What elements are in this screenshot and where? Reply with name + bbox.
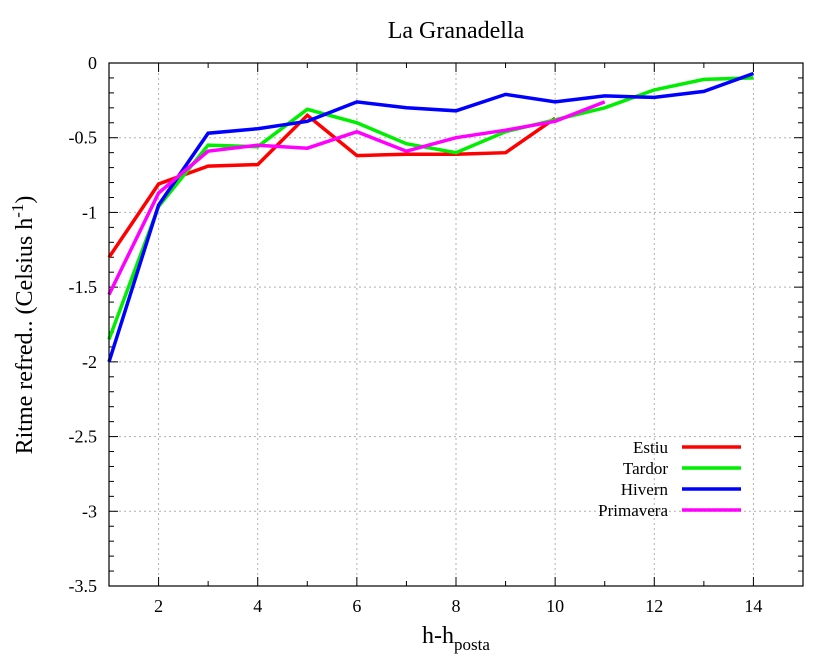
x-axis-label-subscript: posta — [454, 635, 490, 654]
y-axis-label-superscript: -1 — [8, 204, 27, 218]
x-tick-label: 14 — [744, 596, 762, 616]
legend: Estiu Tardor Hivern Primavera — [598, 438, 741, 520]
y-tick-label: -1 — [82, 202, 97, 222]
y-tick-label: -3.5 — [69, 576, 98, 596]
legend-label: Primavera — [598, 501, 668, 520]
x-tick-label: 4 — [253, 596, 262, 616]
x-tick-label: 10 — [546, 596, 564, 616]
chart-title: La Granadella — [388, 18, 525, 44]
y-axis-label-main: Ritme refred.. (Celsius h — [12, 218, 38, 455]
y-tick-label: -3 — [82, 501, 97, 521]
x-axis-label: h-hposta — [422, 623, 490, 654]
y-tick-label: -2.5 — [69, 427, 98, 447]
series-line-primavera — [107, 100, 606, 296]
plot-frame — [108, 62, 804, 587]
y-tick-label: -2 — [82, 352, 97, 372]
legend-label: Tardor — [623, 459, 668, 478]
x-tick-label: 2 — [154, 596, 163, 616]
series-line-tardor — [107, 76, 754, 341]
x-tick-label: 8 — [452, 596, 461, 616]
x-tick-label: 6 — [352, 596, 361, 616]
legend-label: Estiu — [633, 438, 668, 457]
series-lines — [107, 71, 754, 363]
x-axis-label-main: h-h — [422, 623, 454, 649]
y-axis-label-end: ) — [12, 196, 38, 204]
legend-label: Hivern — [621, 480, 669, 499]
y-tick-label: 0 — [88, 53, 97, 73]
x-tick-label: 12 — [645, 596, 663, 616]
grid — [109, 63, 803, 586]
y-tick-label: -0.5 — [69, 128, 98, 148]
series-line-hivern — [107, 71, 754, 363]
y-tick-label: -1.5 — [69, 277, 98, 297]
tick-labels: 2 4 6 8 10 12 14 0 -0.5 -1 -1.5 -2 -2.5 -3 -3.5 — [69, 53, 763, 616]
y-axis-label: Ritme refred.. (Celsius h-1) — [8, 196, 38, 455]
